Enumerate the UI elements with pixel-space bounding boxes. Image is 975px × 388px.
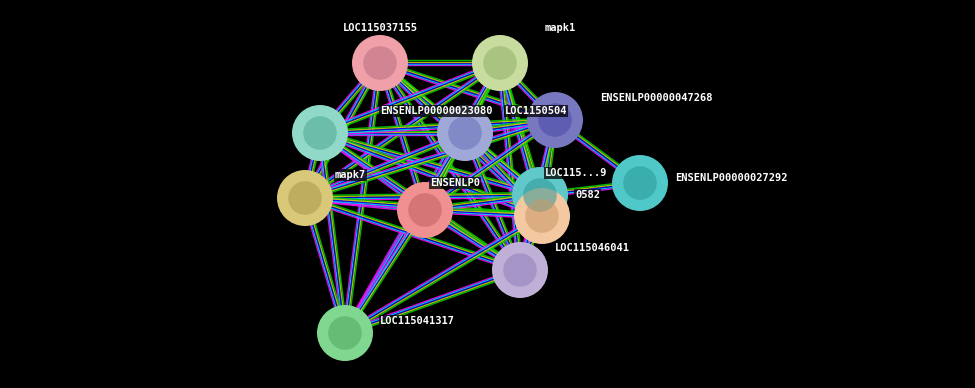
Text: ENSENLP0: ENSENLP0 bbox=[430, 178, 480, 188]
Text: LOC1150504: LOC1150504 bbox=[505, 106, 567, 116]
Text: LOC115...9: LOC115...9 bbox=[545, 168, 607, 178]
Circle shape bbox=[512, 167, 568, 223]
Text: mapk1: mapk1 bbox=[545, 23, 576, 33]
Circle shape bbox=[329, 316, 362, 350]
Text: mapk7: mapk7 bbox=[335, 170, 367, 180]
Circle shape bbox=[492, 242, 548, 298]
Text: LOC115037155: LOC115037155 bbox=[342, 23, 417, 33]
Circle shape bbox=[524, 178, 557, 212]
Circle shape bbox=[538, 103, 571, 137]
Circle shape bbox=[623, 166, 657, 200]
Circle shape bbox=[448, 116, 482, 150]
Circle shape bbox=[303, 116, 336, 150]
Circle shape bbox=[289, 181, 322, 215]
Circle shape bbox=[397, 182, 453, 238]
Text: ENSENLP00000023080: ENSENLP00000023080 bbox=[380, 106, 492, 116]
Text: LOC115041317: LOC115041317 bbox=[380, 316, 455, 326]
Circle shape bbox=[514, 188, 570, 244]
Circle shape bbox=[352, 35, 408, 91]
Text: LOC115046041: LOC115046041 bbox=[555, 243, 630, 253]
Circle shape bbox=[317, 305, 373, 361]
Circle shape bbox=[612, 155, 668, 211]
Circle shape bbox=[527, 92, 583, 148]
Circle shape bbox=[292, 105, 348, 161]
Text: 0582: 0582 bbox=[575, 190, 600, 200]
Circle shape bbox=[503, 253, 537, 287]
Circle shape bbox=[484, 46, 517, 80]
Circle shape bbox=[437, 105, 493, 161]
Circle shape bbox=[277, 170, 333, 226]
Circle shape bbox=[472, 35, 528, 91]
Circle shape bbox=[409, 193, 442, 227]
Circle shape bbox=[526, 199, 559, 233]
Text: ENSENLP00000047268: ENSENLP00000047268 bbox=[600, 93, 713, 103]
Circle shape bbox=[364, 46, 397, 80]
Text: ENSENLP00000027292: ENSENLP00000027292 bbox=[675, 173, 788, 183]
